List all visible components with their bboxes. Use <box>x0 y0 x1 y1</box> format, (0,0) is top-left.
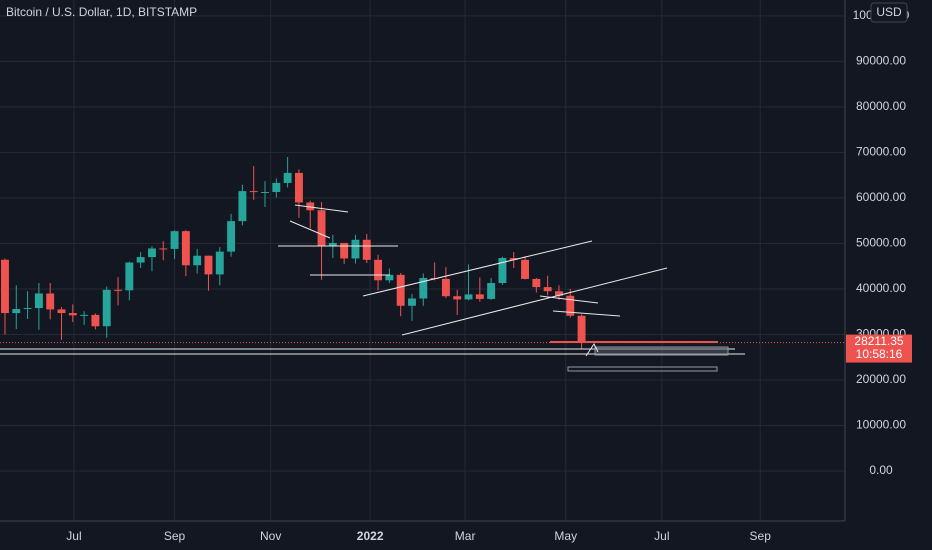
candle-body <box>272 182 281 193</box>
candle-body <box>193 255 202 266</box>
y-tick-label: 90000.00 <box>856 54 906 68</box>
candle-body <box>543 287 552 292</box>
currency: USD <box>876 5 902 19</box>
candle-body <box>317 210 326 247</box>
candle-body <box>351 239 360 259</box>
candle-body <box>34 293 43 309</box>
y-tick-label: 20000.00 <box>856 372 906 386</box>
candle-body <box>419 278 428 299</box>
candle-body <box>340 242 349 259</box>
trend-line <box>294 204 349 213</box>
chart-title: Bitcoin / U.S. Dollar, 1D, BITSTAMP <box>6 5 197 19</box>
candle-body <box>362 239 371 260</box>
x-tick-label: Mar <box>455 529 476 543</box>
candle-body <box>136 257 145 263</box>
candle-body <box>147 248 156 258</box>
candle-body <box>487 283 496 299</box>
y-tick-label: 40000.00 <box>856 281 906 295</box>
candle-body <box>577 315 586 343</box>
y-tick-label: 70000.00 <box>856 145 906 159</box>
grid <box>0 0 845 521</box>
candle-body <box>566 295 575 316</box>
candle-body <box>102 289 111 327</box>
candle-body <box>294 172 303 203</box>
candle-body <box>238 191 247 222</box>
candle-body <box>464 294 473 300</box>
last-price-badge <box>846 334 912 363</box>
currency-badge <box>870 2 908 23</box>
candle-body <box>475 294 484 299</box>
candle-body <box>12 308 21 314</box>
candle-body <box>170 231 179 249</box>
candle-body <box>114 289 122 291</box>
candle-body <box>215 251 224 275</box>
trend-line <box>539 295 599 304</box>
y-tick-label: 60000.00 <box>856 190 906 204</box>
candle-body <box>91 314 100 327</box>
y-tick-label: 10000.00 <box>856 418 906 432</box>
trend-line <box>289 220 331 239</box>
x-tick-label: Sep <box>164 529 186 543</box>
channel-line <box>401 267 668 336</box>
drawings <box>0 204 745 372</box>
candle-body <box>498 257 507 284</box>
candle-body <box>159 248 168 250</box>
candle-body <box>521 259 530 279</box>
candles <box>0 156 845 350</box>
candle-body <box>261 192 269 194</box>
candle-body <box>80 314 89 316</box>
zone <box>567 366 718 372</box>
candle-body <box>181 231 190 266</box>
arrow <box>585 343 599 357</box>
candle-body <box>68 313 77 316</box>
candle-body <box>453 296 462 300</box>
price-axis <box>845 0 932 550</box>
candle-body <box>532 278 541 288</box>
y-tick-label: 50000.00 <box>856 236 906 250</box>
candle-body <box>227 221 236 252</box>
candle-body <box>23 308 32 310</box>
countdown: 10:58:16 <box>856 347 903 361</box>
channel-line <box>362 240 593 297</box>
candle-body <box>509 257 518 260</box>
candle-body <box>1 259 9 314</box>
y-tick-label: 0.00 <box>869 463 893 477</box>
last-price: 28211.35 <box>854 334 903 348</box>
y-tick-label: 80000.00 <box>856 99 906 113</box>
x-tick-label: May <box>554 529 577 543</box>
x-tick-label: Nov <box>260 529 281 543</box>
candle-body <box>385 274 394 281</box>
candle-body <box>306 202 315 211</box>
candle-body <box>441 278 450 297</box>
candle-body <box>555 291 563 296</box>
zone <box>594 346 729 356</box>
x-tick-label: Sep <box>750 529 772 543</box>
candle-body <box>46 293 55 310</box>
candle-body <box>374 259 383 281</box>
candle-body <box>125 262 134 291</box>
trend-line <box>552 310 621 317</box>
candle-body <box>328 242 337 247</box>
x-tick-label: Jul <box>654 529 669 543</box>
candle-body <box>408 298 416 306</box>
candle-body <box>249 191 258 193</box>
candle-body <box>57 309 66 314</box>
x-tick-label: 2022 <box>357 529 384 543</box>
candle-body <box>283 172 292 183</box>
candle-body <box>396 274 405 306</box>
candle-body <box>204 255 213 275</box>
axes: 0.0010000.0020000.0030000.0040000.005000… <box>66 8 912 543</box>
x-tick-label: Jul <box>66 529 81 543</box>
